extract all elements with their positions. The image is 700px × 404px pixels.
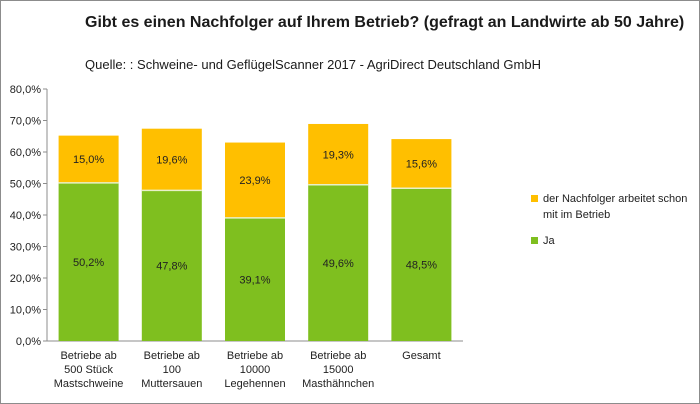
y-tick-label: 30,0% [10, 242, 41, 254]
category-label: Betriebe ab [144, 350, 200, 362]
data-label: 39,1% [239, 274, 270, 286]
category-label: Gesamt [402, 350, 441, 362]
bar-ja [58, 182, 119, 341]
legend-swatch-ja [531, 237, 538, 244]
data-label: 15,6% [406, 159, 437, 171]
y-tick-label: 50,0% [10, 179, 41, 191]
y-tick-label: 20,0% [10, 273, 41, 285]
y-tick-label: 70,0% [10, 116, 41, 128]
legend-item-ja: Ja [531, 233, 696, 249]
category-label: Mastschweine [54, 378, 124, 390]
data-label: 19,3% [323, 149, 354, 161]
bar-ja [225, 217, 285, 341]
bar-ja [391, 188, 452, 341]
category-label: 10000 [240, 364, 271, 376]
legend-swatch-nachfolger [531, 195, 538, 202]
category-label: Masthähnchen [302, 378, 374, 390]
category-label: 100 [163, 364, 181, 376]
data-label: 15,0% [73, 154, 104, 166]
data-label: 50,2% [73, 257, 104, 269]
legend-item-nachfolger: der Nachfolger arbeitet schon mit im Bet… [531, 191, 696, 223]
data-label: 49,6% [323, 258, 354, 270]
data-label: 47,8% [156, 261, 187, 273]
y-tick-label: 80,0% [10, 84, 41, 96]
bar-nachfolger [141, 128, 202, 191]
category-label: Legehennen [224, 378, 285, 390]
data-label: 19,6% [156, 155, 187, 167]
bar-nachfolger [58, 135, 119, 183]
legend-label-nachfolger: der Nachfolger arbeitet schon mit im Bet… [543, 193, 688, 221]
chart-subtitle: Quelle: : Schweine- und GeflügelScanner … [85, 57, 541, 72]
bar-ja [141, 190, 202, 341]
bar-ja [308, 184, 369, 341]
category-label: 15000 [323, 364, 354, 376]
legend: der Nachfolger arbeitet schon mit im Bet… [531, 191, 696, 259]
category-label: Betriebe ab [60, 350, 116, 362]
legend-label-ja: Ja [543, 235, 555, 247]
y-tick-label: 0,0% [16, 336, 41, 348]
category-label: Muttersauen [141, 378, 202, 390]
y-tick-label: 10,0% [10, 305, 41, 317]
data-label: 48,5% [406, 260, 437, 272]
chart-title: Gibt es einen Nachfolger auf Ihrem Betri… [85, 14, 685, 31]
y-tick-label: 40,0% [10, 210, 41, 222]
bar-nachfolger [391, 139, 452, 189]
category-label: 500 Stück [64, 364, 113, 376]
category-label: Betriebe ab [227, 350, 283, 362]
category-label: Betriebe ab [310, 350, 366, 362]
data-label: 23,9% [239, 175, 270, 187]
bar-nachfolger [225, 142, 285, 218]
bar-nachfolger [308, 123, 369, 185]
y-tick-label: 60,0% [10, 147, 41, 159]
